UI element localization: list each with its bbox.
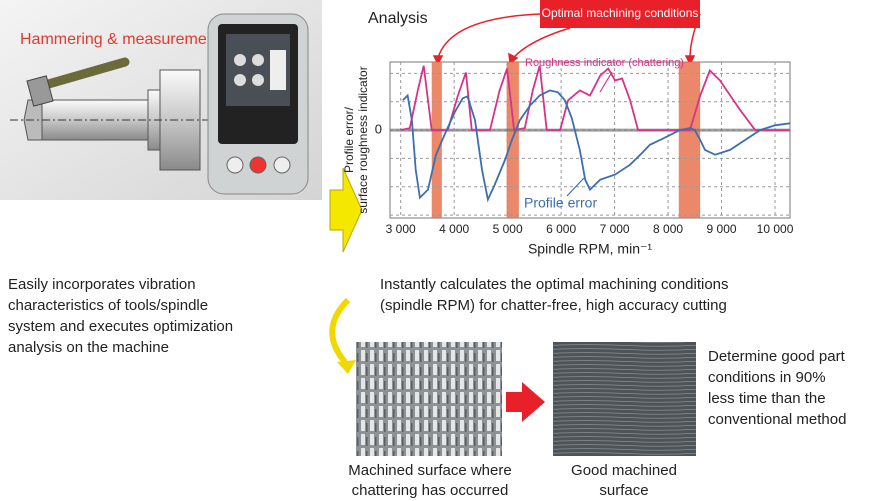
text-line: analysis on the machine [8,339,169,356]
page: Hammering & measurement/analysis Analysi… [0,0,885,501]
x-tick-label: 6 000 [546,222,576,236]
caption-line: chattering has occurred [352,482,509,499]
y-axis-label: Profile error/ [342,106,356,173]
chart-title: Analysis [368,10,428,27]
text-line: Determine good part [708,348,846,365]
y-tick-label: 0 [375,122,382,137]
series-label: Profile error [524,195,597,211]
series-label: Roughness indicator (chattering) [525,57,684,69]
text-line: Instantly calculates the optimal machini… [380,276,729,293]
figure: Hammering & measurement/analysis Analysi… [0,0,885,501]
text-line: characteristics of tools/spindle [8,297,208,314]
caption-line: Good machined [571,462,677,479]
caption-line: Machined surface where [348,462,511,479]
curved-arrow-head [337,360,356,374]
caption-line: surface [599,482,648,499]
curved-arrow [332,300,348,362]
text-line: Easily incorporates vibration [8,276,196,293]
x-tick-label: 3 000 [386,222,416,236]
text-line: conditions in 90% [708,369,826,386]
chart: 3 000 4 000 5 000 6 000 7 000 8 000 9 000 10 00… [375,57,794,236]
x-tick-label: 5 000 [493,222,523,236]
x-tick-label: 10 000 [757,222,794,236]
text-line: conventional method [708,411,846,428]
x-tick-label: 4 000 [439,222,469,236]
annotation-label: Optimal machining conditions [542,6,699,20]
text-line: (spindle RPM) for chatter-free, high acc… [380,297,727,314]
text-line: system and executes optimization [8,318,233,335]
chatter-surface-photo [356,342,502,456]
highlight-band [432,62,442,218]
text-line: less time than the [708,390,826,407]
x-tick-label: 8 000 [653,222,683,236]
x-axis-label: Spindle RPM, min⁻¹ [528,241,652,257]
left-description: Easily incorporates vibration characteri… [8,276,233,356]
x-tick-label: 7 000 [600,222,630,236]
x-tick-label: 9 000 [707,222,737,236]
y-axis-label: surface roughness indicator [356,66,370,213]
red-arrow [506,382,545,422]
good-surface-photo [553,342,696,456]
highlight-band [679,62,700,218]
